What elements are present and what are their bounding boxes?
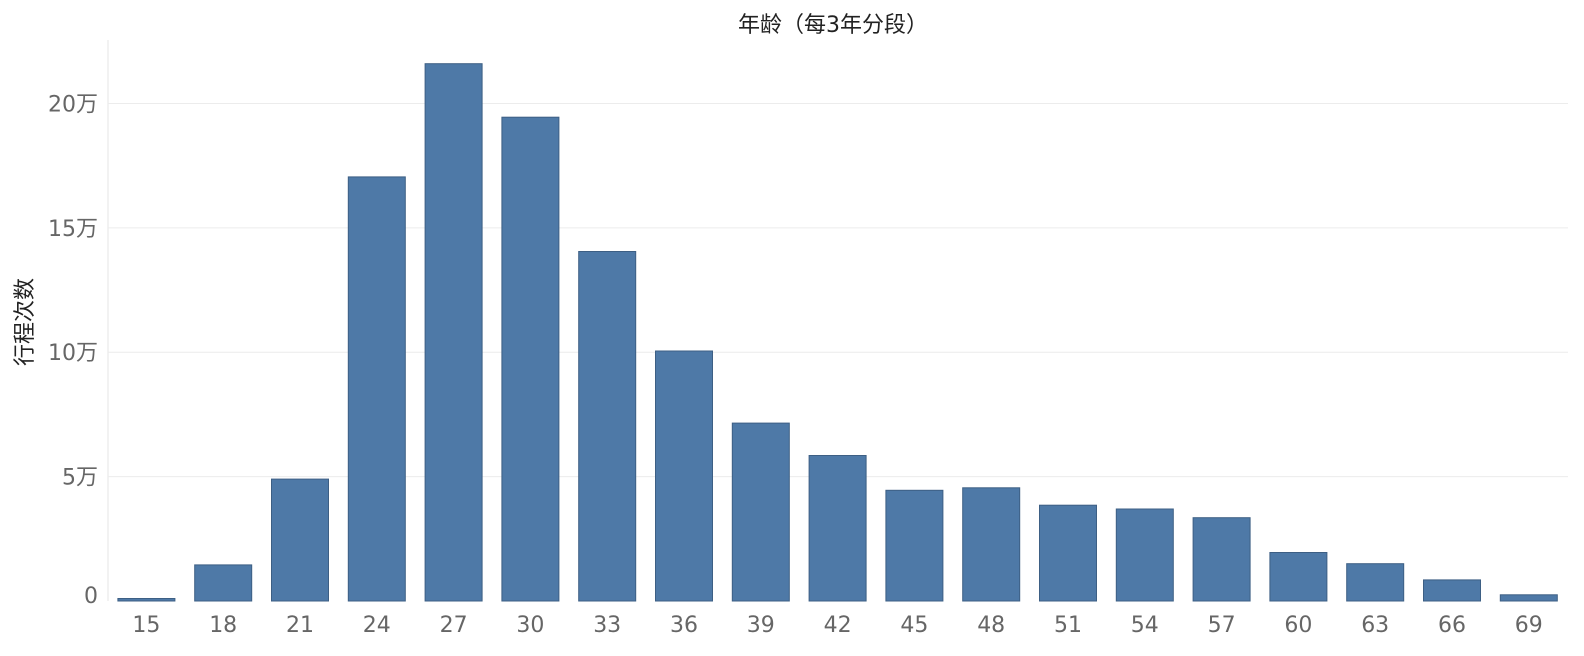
y-tick-label: 15万: [48, 217, 98, 242]
bar[interactable]: [1192, 517, 1251, 602]
bar[interactable]: [1269, 552, 1328, 602]
bar[interactable]: [1039, 504, 1097, 602]
bar[interactable]: [194, 564, 253, 602]
x-tick-label: 30: [516, 613, 544, 638]
y-tick-label: 10万: [48, 341, 98, 366]
x-tick-label: 48: [977, 613, 1005, 638]
bar[interactable]: [1115, 508, 1174, 602]
x-tick-label: 39: [747, 613, 775, 638]
y-tick-label: 20万: [48, 92, 98, 117]
y-tick-label: 0: [84, 584, 98, 609]
bars: [117, 63, 1558, 602]
bar[interactable]: [1346, 563, 1405, 602]
bar[interactable]: [271, 478, 329, 602]
x-tick-label: 69: [1515, 613, 1543, 638]
x-tick-label: 60: [1284, 613, 1312, 638]
x-tick-label: 45: [900, 613, 928, 638]
y-tick-label: 5万: [62, 466, 98, 491]
x-tick-label: 36: [670, 613, 698, 638]
x-tick-label: 21: [286, 613, 314, 638]
x-tick-labels: 15 18 21 24 27 30 33 36 39 42 45 48 51 54 57 60 63 66 69: [132, 613, 1542, 638]
y-axis-label: 行程次数: [13, 278, 38, 366]
bar[interactable]: [117, 598, 176, 602]
chart-title: 年龄（每3年分段）: [738, 13, 928, 38]
bar[interactable]: [808, 455, 867, 602]
x-tick-label: 27: [440, 613, 468, 638]
x-tick-label: 15: [132, 613, 160, 638]
bar[interactable]: [501, 116, 560, 602]
bar[interactable]: [885, 489, 944, 602]
x-tick-label: 63: [1361, 613, 1389, 638]
y-tick-labels: 0 5万 10万 15万 20万: [48, 92, 98, 609]
x-tick-label: 24: [363, 613, 391, 638]
bar[interactable]: [1499, 594, 1558, 602]
bar[interactable]: [962, 487, 1021, 602]
x-tick-label: 18: [209, 613, 237, 638]
bar[interactable]: [655, 350, 713, 602]
bar[interactable]: [578, 251, 637, 602]
bar[interactable]: [424, 63, 483, 602]
x-tick-label: 54: [1131, 613, 1159, 638]
bar[interactable]: [1423, 579, 1481, 602]
x-tick-label: 42: [824, 613, 852, 638]
x-tick-label: 66: [1438, 613, 1466, 638]
x-tick-label: 33: [593, 613, 621, 638]
bar[interactable]: [731, 422, 790, 602]
bar[interactable]: [347, 176, 406, 602]
x-tick-label: 51: [1054, 613, 1082, 638]
x-tick-label: 57: [1208, 613, 1236, 638]
